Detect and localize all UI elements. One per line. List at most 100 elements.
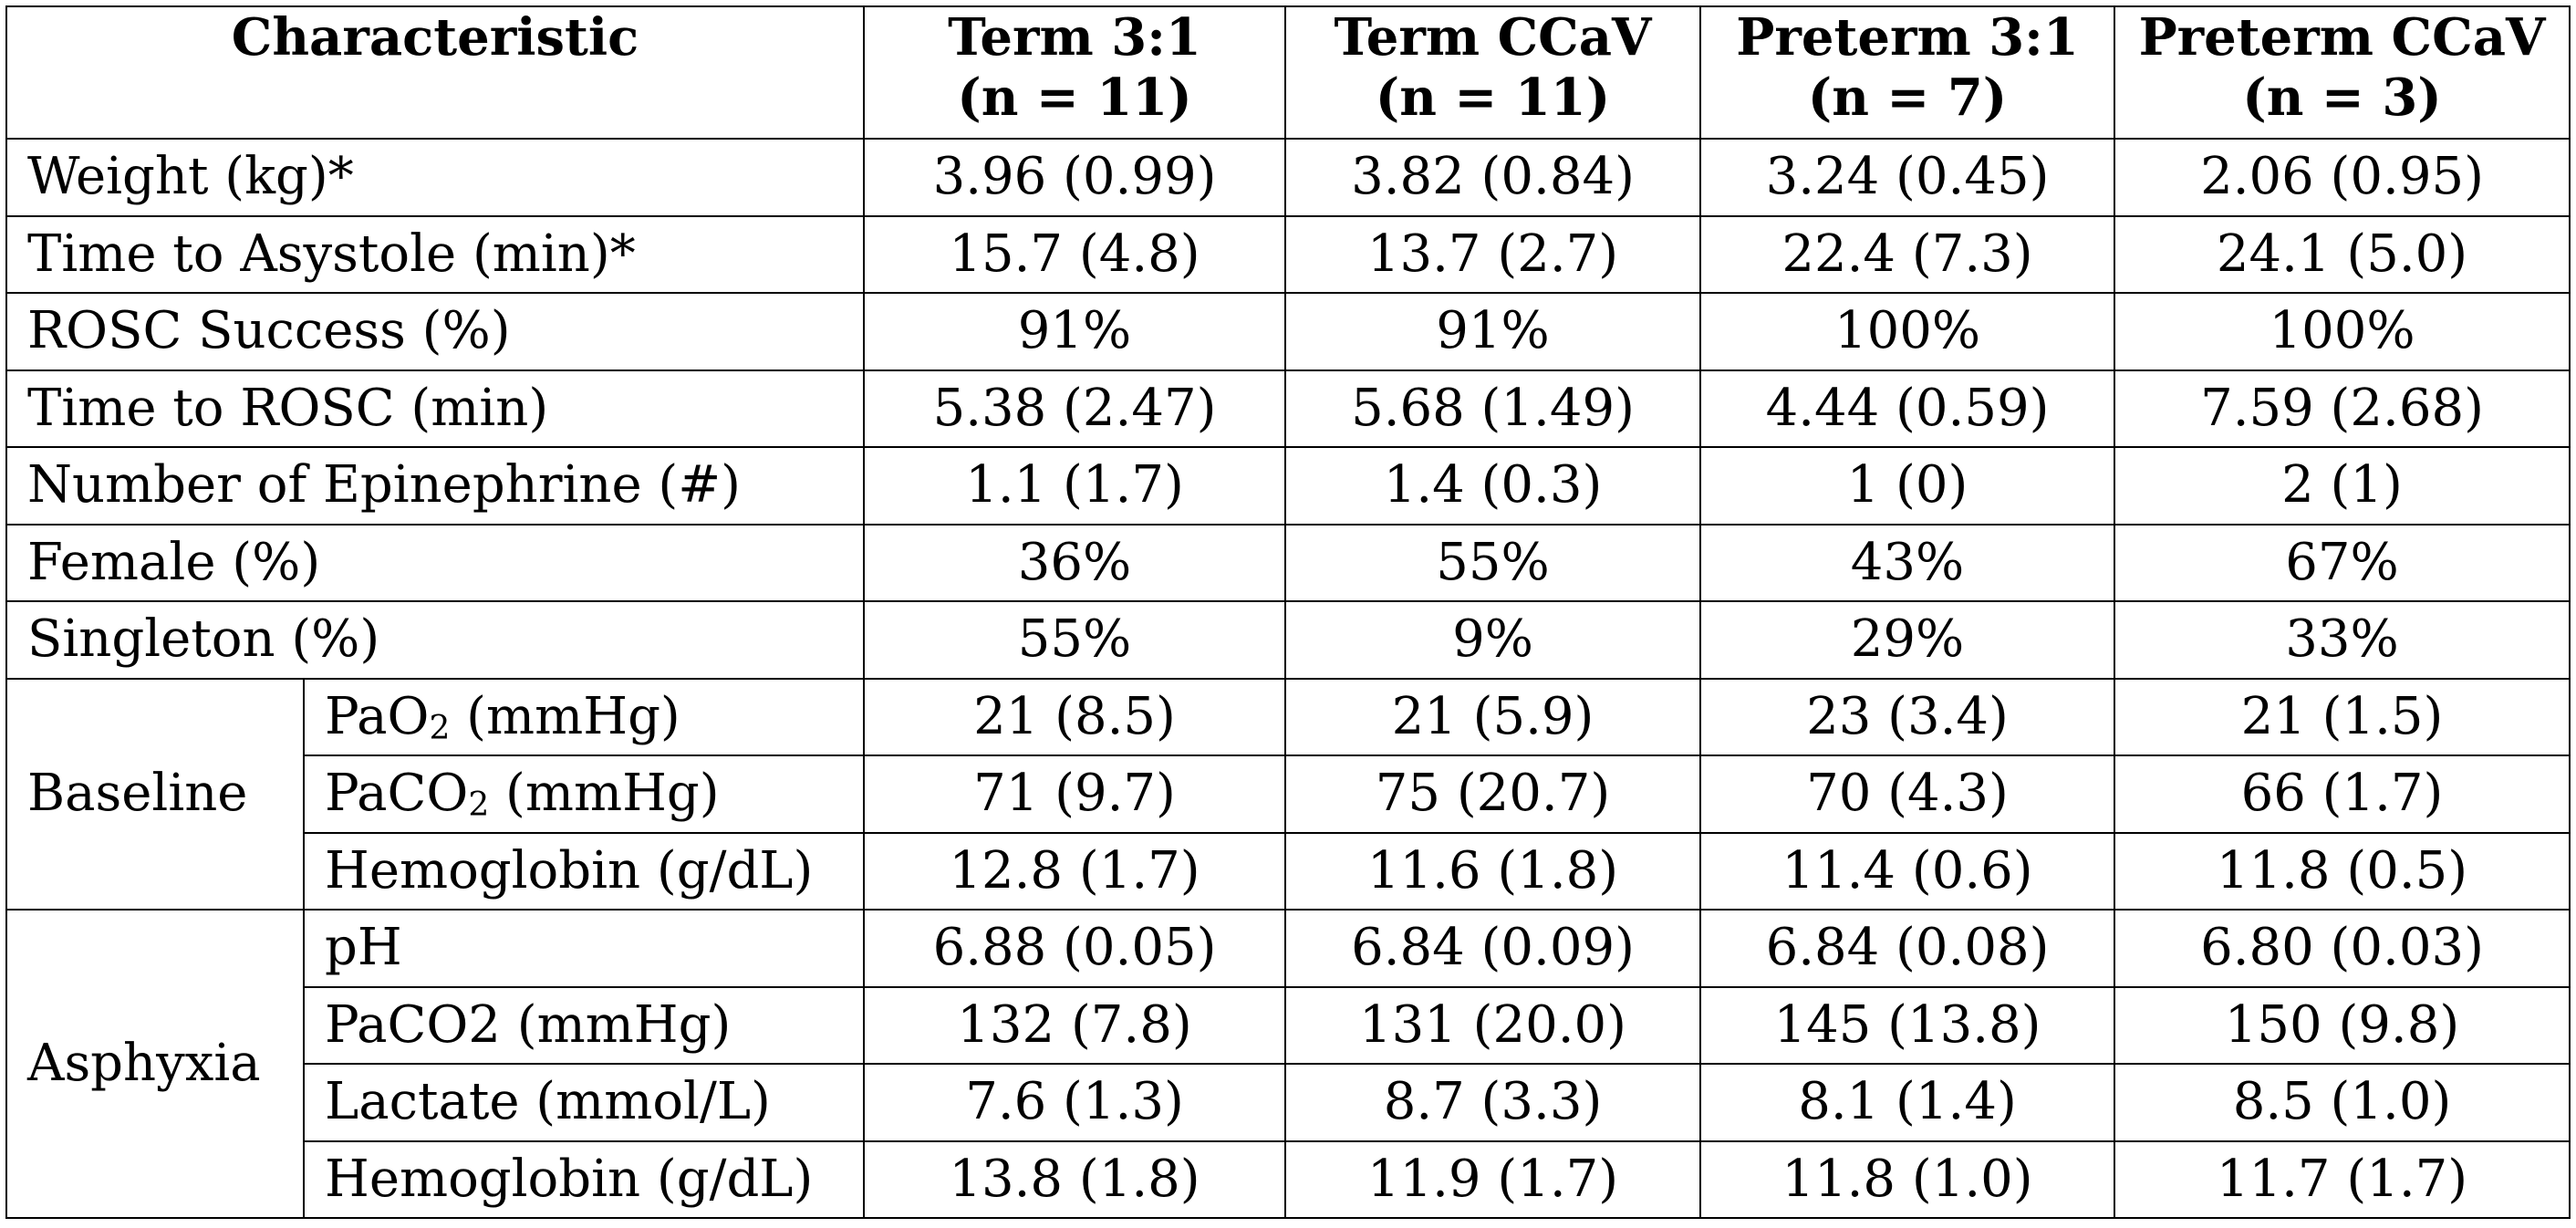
header-group-name: Term 3:1 (948, 7, 1201, 68)
table-cell: 1.4 (0.3) (1284, 446, 1701, 526)
group-label-asphyxia: Asphyxia (5, 909, 305, 1219)
table-cell: 11.6 (1.8) (1284, 831, 1701, 911)
table-row: Singleton (%) 55% 9% 29% 33% (5, 600, 2571, 680)
table-cell: 6.80 (0.03) (2114, 909, 2571, 988)
row-label: Weight (kg)* (5, 138, 865, 217)
header-group-n: (n = 11) (957, 68, 1192, 128)
table-cell: 11.8 (0.5) (2114, 831, 2571, 911)
table-cell: 24.1 (5.0) (2114, 214, 2571, 294)
table-cell: 66 (1.7) (2114, 754, 2571, 834)
table-cell: 91% (1284, 292, 1701, 371)
table-cell: 5.68 (1.49) (1284, 369, 1701, 448)
row-label: Time to ROSC (min) (5, 369, 865, 448)
header-group-name: Preterm 3:1 (1736, 7, 2079, 68)
row-label: Lactate (mmol/L) (303, 1063, 865, 1142)
table-cell: 11.9 (1.7) (1284, 1140, 1701, 1219)
row-label-unit: (mmHg) (450, 686, 680, 746)
table-cell: 55% (863, 600, 1286, 680)
table-cell: 36% (863, 523, 1286, 602)
table-row: ROSC Success (%) 91% 91% 100% 100% (5, 292, 2571, 371)
row-label-text: PaO (325, 686, 430, 746)
row-label: PaO2 (mmHg) (303, 677, 865, 756)
table-cell: 8.7 (3.3) (1284, 1063, 1701, 1142)
table-cell: 13.8 (1.8) (863, 1140, 1286, 1219)
table-cell: 145 (13.8) (1699, 985, 2115, 1065)
table-cell: 5.38 (2.47) (863, 369, 1286, 448)
characteristics-table: Characteristic Term 3:1 (n = 11) Term CC… (5, 5, 2571, 1219)
table-row: Hemoglobin (g/dL) 13.8 (1.8) 11.9 (1.7) … (6, 1140, 2571, 1219)
row-label-subscript: 2 (429, 709, 451, 747)
table-cell: 55% (1284, 523, 1701, 602)
table-cell: 3.96 (0.99) (863, 138, 1286, 217)
table-cell: 1.1 (1.7) (863, 446, 1286, 526)
row-label: Female (%) (5, 523, 865, 602)
row-label: Number of Epinephrine (#) (5, 446, 865, 526)
row-label: Singleton (%) (5, 600, 865, 680)
table-row: PaCO2 (mmHg) 132 (7.8) 131 (20.0) 145 (1… (6, 985, 2571, 1065)
table-cell: 3.82 (0.84) (1284, 138, 1701, 217)
table-cell: 43% (1699, 523, 2115, 602)
table-row: Asphyxia pH 6.88 (0.05) 6.84 (0.09) 6.84… (5, 909, 2571, 1219)
header-group-preterm-3-1: Preterm 3:1 (n = 7) (1699, 5, 2115, 140)
row-label-unit: (mmHg) (489, 764, 720, 824)
row-label: Hemoglobin (g/dL) (303, 1140, 865, 1219)
header-characteristic-label: Characteristic (231, 7, 639, 68)
table-cell: 12.8 (1.7) (863, 831, 1286, 911)
row-label: Hemoglobin (g/dL) (303, 831, 865, 911)
table-cell: 150 (9.8) (2114, 985, 2571, 1065)
table-cell: 33% (2114, 600, 2571, 680)
table-cell: 29% (1699, 600, 2115, 680)
table-row: PaCO2 (mmHg) 71 (9.7) 75 (20.7) 70 (4.3)… (6, 754, 2571, 834)
header-group-n: (n = 3) (2242, 68, 2442, 128)
row-label: Time to Asystole (min)* (5, 214, 865, 294)
table-cell: 6.88 (0.05) (863, 909, 1286, 988)
header-group-preterm-ccav: Preterm CCaV (n = 3) (2114, 5, 2571, 140)
table-cell: 11.4 (0.6) (1699, 831, 2115, 911)
table-cell: 3.24 (0.45) (1699, 138, 2115, 217)
table-cell: 9% (1284, 600, 1701, 680)
table-cell: 23 (3.4) (1699, 677, 2115, 756)
table-row: Hemoglobin (g/dL) 12.8 (1.7) 11.6 (1.8) … (6, 831, 2571, 911)
table-cell: 15.7 (4.8) (863, 214, 1286, 294)
header-row: Characteristic Term 3:1 (n = 11) Term CC… (5, 5, 2571, 140)
row-label: pH (303, 909, 865, 988)
table-cell: 21 (8.5) (863, 677, 1286, 756)
table-row: Time to Asystole (min)* 15.7 (4.8) 13.7 … (5, 214, 2571, 294)
table-row: Baseline PaO2 (mmHg) 21 (8.5) 21 (5.9) 2… (5, 677, 2571, 911)
table-cell: 4.44 (0.59) (1699, 369, 2115, 448)
table-cell: 6.84 (0.09) (1284, 909, 1701, 988)
table-row: Lactate (mmol/L) 7.6 (1.3) 8.7 (3.3) 8.1… (6, 1063, 2571, 1142)
table-cell: 131 (20.0) (1284, 985, 1701, 1065)
row-label-text: PaCO (325, 764, 469, 824)
header-group-n: (n = 11) (1375, 68, 1611, 128)
table-cell: 71 (9.7) (863, 754, 1286, 834)
table-row: Female (%) 36% 55% 43% 67% (5, 523, 2571, 602)
table-cell: 8.1 (1.4) (1699, 1063, 2115, 1142)
row-label: PaCO2 (mmHg) (303, 985, 865, 1065)
table-cell: 11.8 (1.0) (1699, 1140, 2115, 1219)
table-row: Number of Epinephrine (#) 1.1 (1.7) 1.4 … (5, 446, 2571, 526)
table-cell: 67% (2114, 523, 2571, 602)
table-cell: 1 (0) (1699, 446, 2115, 526)
table-row: Time to ROSC (min) 5.38 (2.47) 5.68 (1.4… (5, 369, 2571, 448)
row-label: ROSC Success (%) (5, 292, 865, 371)
row-label-subscript: 2 (468, 786, 490, 825)
group-label-baseline: Baseline (5, 677, 305, 911)
table-cell: 11.7 (1.7) (2114, 1140, 2571, 1219)
table-cell: 91% (863, 292, 1286, 371)
table-cell: 21 (5.9) (1284, 677, 1701, 756)
table-cell: 132 (7.8) (863, 985, 1286, 1065)
table-cell: 7.59 (2.68) (2114, 369, 2571, 448)
header-characteristic: Characteristic (5, 5, 865, 140)
table-row: Weight (kg)* 3.96 (0.99) 3.82 (0.84) 3.2… (5, 138, 2571, 217)
header-group-term-ccav: Term CCaV (n = 11) (1284, 5, 1701, 140)
row-label: PaCO2 (mmHg) (303, 754, 865, 834)
table-cell: 8.5 (1.0) (2114, 1063, 2571, 1142)
header-group-name: Preterm CCaV (2138, 7, 2546, 68)
table-cell: 100% (1699, 292, 2115, 371)
table-cell: 70 (4.3) (1699, 754, 2115, 834)
header-group-name: Term CCaV (1334, 7, 1652, 68)
table-cell: 100% (2114, 292, 2571, 371)
header-group-term-3-1: Term 3:1 (n = 11) (863, 5, 1286, 140)
table-cell: 75 (20.7) (1284, 754, 1701, 834)
